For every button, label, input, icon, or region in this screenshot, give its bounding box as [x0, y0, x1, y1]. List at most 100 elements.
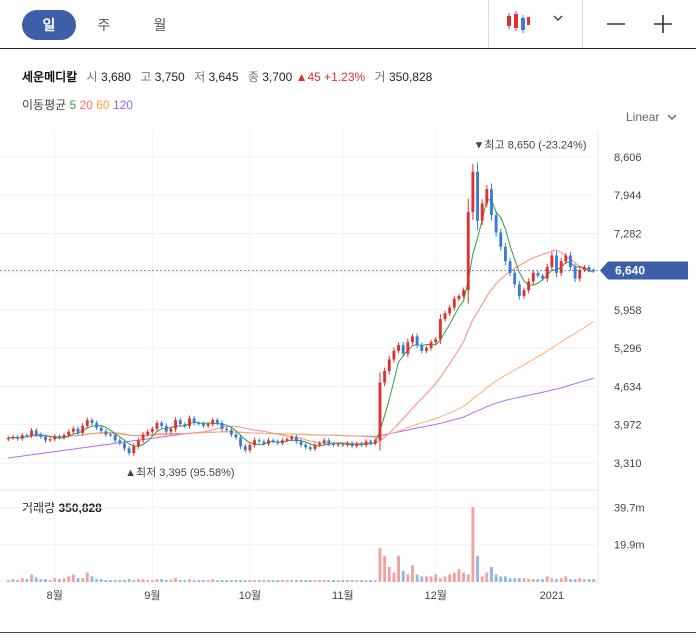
candle-body	[346, 443, 349, 445]
time-tick-label: 10월	[239, 589, 261, 602]
current-price-tag	[600, 261, 688, 280]
volume-bar	[522, 578, 526, 582]
candle-body	[545, 267, 549, 279]
volume-bar	[304, 580, 308, 582]
volume-bar	[415, 574, 419, 582]
stock-name: 세운메디칼	[22, 70, 78, 84]
scale-mode-select[interactable]: Linear	[626, 110, 677, 124]
volume-bar	[294, 580, 298, 582]
volume-bar	[239, 580, 243, 582]
candle-body	[573, 267, 577, 279]
volume-bar	[280, 580, 284, 582]
volume-bar	[485, 572, 489, 582]
candle-body	[517, 284, 521, 296]
volume-tick-label: 19.9m	[614, 540, 645, 552]
candle-body	[16, 436, 20, 439]
candle-body	[48, 439, 52, 441]
time-tick-label: 2021	[540, 590, 564, 602]
candle-body	[336, 444, 340, 446]
candle-body	[513, 272, 517, 285]
candle-body	[564, 255, 568, 262]
candle-body	[44, 436, 47, 441]
volume-bar	[369, 580, 373, 582]
candle-body	[462, 290, 466, 296]
price-tick-label: 3,310	[614, 458, 642, 470]
candle-body	[527, 281, 531, 291]
candle-body	[355, 443, 359, 447]
candle-body	[53, 436, 57, 440]
candle-body	[229, 429, 233, 435]
volume-label: 거	[374, 70, 386, 84]
candle-body	[294, 436, 298, 442]
volume-legend: 거래량 350,828	[22, 499, 102, 516]
candle-body	[415, 336, 419, 346]
candle-body	[322, 440, 326, 444]
plus-icon[interactable]	[653, 14, 673, 34]
volume-bar	[373, 580, 377, 582]
candle-body	[127, 448, 131, 454]
volume-bar	[587, 579, 591, 582]
volume-bar	[136, 579, 140, 582]
volume-bar	[513, 578, 517, 582]
volume-bar	[592, 579, 596, 582]
candle-body	[280, 440, 284, 444]
low-marker-label: ▲최저 3,395 (95.58%)	[125, 466, 234, 479]
candle-body	[160, 423, 164, 426]
volume-bar	[20, 578, 24, 582]
chevron-down-icon[interactable]	[552, 12, 564, 24]
price-tick-label: 7,282	[614, 228, 642, 240]
candle-body	[220, 423, 224, 429]
tab-day[interactable]: 일	[22, 10, 76, 40]
candle-body	[257, 440, 261, 442]
candle-body	[503, 246, 507, 262]
minus-icon[interactable]	[606, 14, 626, 34]
candle-body	[555, 255, 558, 273]
candle-body	[183, 424, 187, 426]
candle-body	[383, 371, 387, 383]
change-value: ▲45 +1.23%	[295, 70, 366, 84]
volume-bar	[490, 567, 493, 582]
ma20-line	[8, 249, 594, 444]
candle-body	[369, 441, 373, 444]
volume-bar	[499, 576, 503, 582]
volume-bar	[276, 580, 280, 582]
candle-body	[313, 444, 317, 450]
candle-body	[485, 189, 489, 204]
candle-body	[466, 212, 470, 291]
candle-body	[132, 446, 136, 454]
candle-body	[592, 269, 596, 271]
volume-bar	[541, 579, 545, 582]
volume-bar	[229, 580, 233, 582]
price-tick-label: 3,972	[614, 420, 642, 432]
candle-body	[188, 418, 191, 426]
low-value: 3,645	[208, 70, 239, 84]
time-tick-label: 9월	[144, 589, 160, 602]
volume-bar	[545, 576, 549, 582]
candlestick-icon[interactable]	[505, 10, 531, 34]
volume-bar	[44, 579, 47, 582]
volume-bar	[99, 579, 103, 582]
volume-bar	[299, 580, 303, 582]
candle-body	[341, 444, 345, 446]
tab-week[interactable]: 주	[97, 17, 111, 33]
volume-bar	[146, 580, 150, 582]
volume-bar	[383, 555, 387, 582]
low-label: 저	[194, 70, 206, 84]
volume-bar	[253, 580, 256, 582]
candle-body	[536, 272, 540, 276]
volume-bar	[573, 579, 577, 582]
ma5-line	[8, 198, 594, 447]
candle-body	[30, 430, 33, 436]
candle-body	[253, 440, 256, 445]
candle-body	[178, 420, 182, 425]
candle-body	[373, 440, 377, 444]
candle-body	[20, 435, 24, 439]
volume-bar	[527, 579, 531, 582]
volume-bar	[341, 580, 345, 582]
volume-bar	[462, 572, 466, 582]
candle-body	[104, 431, 108, 435]
volume-bar	[424, 576, 428, 582]
volume-bar	[123, 580, 126, 582]
candle-body	[448, 307, 452, 314]
tab-month[interactable]: 월	[153, 17, 167, 33]
